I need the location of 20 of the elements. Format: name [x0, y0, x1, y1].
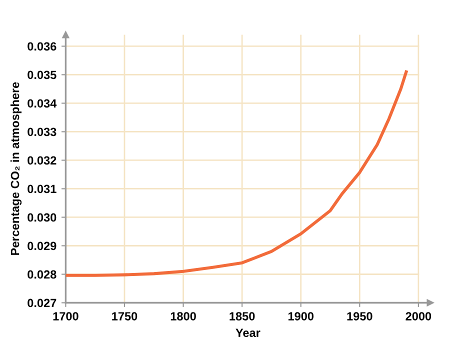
x-tick-label: 1800	[170, 312, 196, 320]
x-tick-label: 1950	[347, 312, 372, 320]
line-series	[66, 68, 408, 277]
x-tick-label: 1850	[230, 312, 255, 320]
x-tick-label: 1750	[112, 312, 138, 320]
x-tick-label: 1700	[53, 312, 78, 320]
y-tick-label: 0.031	[28, 184, 56, 194]
x-tick-label: 2000	[406, 312, 432, 320]
y-tick-label: 0.030	[28, 213, 56, 222]
y-tick-label: 0.036	[28, 42, 56, 51]
y-axis-title: Percentage CO₂ in atmosphere	[10, 82, 22, 255]
x-axis-title: Year	[236, 328, 260, 338]
y-tick-label: 0.033	[28, 128, 56, 136]
y-tick-label: 0.032	[28, 156, 56, 165]
x-tick-label: 1900	[288, 312, 314, 320]
y-tick-label: 0.035	[28, 70, 56, 80]
y-tick-label: 0.034	[28, 99, 57, 108]
y-tick-label: 0.027	[28, 298, 56, 308]
y-tick-label: 0.028	[28, 270, 56, 279]
y-tick-label: 0.029	[28, 242, 56, 250]
